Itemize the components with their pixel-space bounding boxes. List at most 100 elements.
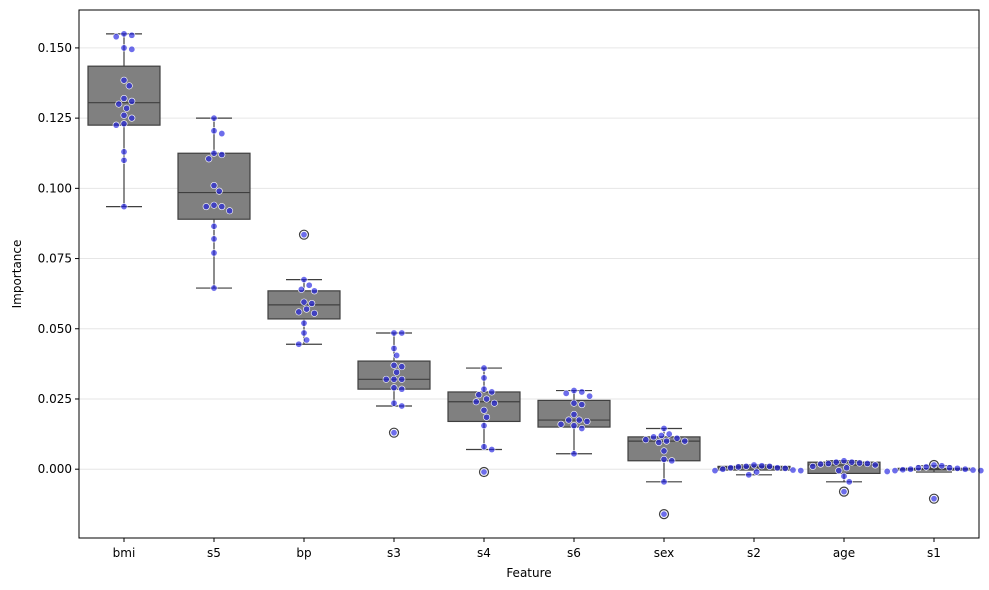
- data-point-sex: [660, 510, 668, 518]
- data-point-bp: [308, 299, 316, 307]
- x-tick-label-s2: s2: [747, 546, 761, 560]
- data-point-bmi: [120, 156, 128, 164]
- data-point-bmi: [128, 114, 136, 122]
- data-point-sex: [665, 430, 673, 438]
- outlier-marker: [928, 493, 940, 504]
- data-point-bmi: [120, 203, 128, 211]
- y-tick-label: 0.100: [38, 181, 72, 195]
- data-point-s4: [480, 364, 488, 372]
- data-point-s4: [483, 395, 491, 403]
- data-point-s1: [914, 464, 922, 472]
- data-point-bp: [310, 287, 318, 295]
- outlier-marker: [838, 486, 850, 497]
- data-point-age: [845, 478, 853, 486]
- data-point-bmi: [128, 45, 136, 53]
- box-bmi: [87, 33, 161, 208]
- data-point-s4: [472, 398, 480, 406]
- data-point-s1: [922, 463, 930, 471]
- data-point-s5: [210, 249, 218, 257]
- data-point-s6: [557, 420, 565, 428]
- data-point-age: [843, 464, 851, 472]
- data-point-s5: [205, 155, 213, 163]
- data-point-bmi: [128, 31, 136, 39]
- data-point-s1: [930, 495, 938, 503]
- y-tick-label: 0.075: [38, 252, 72, 266]
- data-point-s6: [570, 422, 578, 430]
- data-point-s1: [907, 465, 915, 473]
- data-point-sex: [650, 433, 658, 441]
- data-point-s5: [210, 235, 218, 243]
- data-point-age: [817, 460, 825, 468]
- data-point-s2: [758, 462, 766, 470]
- data-point-bmi: [120, 30, 128, 38]
- data-point-bmi: [125, 82, 133, 90]
- data-point-bp: [303, 305, 311, 313]
- data-point-s4: [480, 374, 488, 382]
- axes: 0.000 0.025 0.050 0.075 0.100 0.125 0.150 bmi s5…: [38, 41, 941, 560]
- data-point-s1: [961, 465, 969, 473]
- data-point-age: [840, 472, 848, 480]
- outlier-marker: [298, 229, 310, 240]
- outlier-marker: [478, 466, 490, 478]
- data-point-age: [863, 460, 871, 468]
- data-point-age: [832, 458, 840, 466]
- data-point-s5: [215, 187, 223, 195]
- data-point-s4: [488, 388, 496, 396]
- data-point-s4: [480, 443, 488, 451]
- y-tick-label: 0.050: [38, 322, 72, 336]
- data-point-sex: [660, 447, 668, 455]
- data-point-sex: [655, 439, 663, 447]
- y-axis-label: Importance: [10, 240, 24, 309]
- data-point-s4: [488, 446, 496, 454]
- box-plots: [87, 33, 971, 520]
- x-tick-label-bp: bp: [296, 546, 311, 560]
- x-tick-label-sex: sex: [654, 546, 675, 560]
- data-point-bmi: [112, 33, 120, 41]
- data-point-s5: [210, 222, 218, 230]
- data-point-sex: [642, 436, 650, 444]
- x-tick-label-s4: s4: [477, 546, 491, 560]
- data-point-s2: [789, 466, 797, 474]
- data-point-s3: [390, 399, 398, 407]
- data-point-age: [824, 460, 832, 468]
- data-point-s5: [226, 207, 234, 215]
- data-point-s3: [398, 385, 406, 393]
- data-point-s4: [480, 385, 488, 393]
- data-point-bp: [310, 309, 318, 317]
- x-tick-label-age: age: [833, 546, 855, 560]
- data-point-s1: [969, 466, 977, 474]
- x-axis-label: Feature: [506, 566, 551, 580]
- data-point-s3: [398, 329, 406, 337]
- data-point-bmi: [120, 120, 128, 128]
- data-point-s4: [480, 422, 488, 430]
- data-point-s3: [390, 375, 398, 383]
- y-tick-label: 0.000: [38, 462, 72, 476]
- data-point-s2: [742, 462, 750, 470]
- data-point-s5: [218, 203, 226, 211]
- data-point-s5: [210, 284, 218, 292]
- plot-frame: [78, 9, 980, 539]
- data-point-s2: [753, 468, 761, 476]
- data-point-bmi: [120, 44, 128, 52]
- data-point-s5: [210, 149, 218, 157]
- data-point-bmi: [115, 100, 123, 108]
- data-point-s6: [570, 410, 578, 418]
- data-point-bmi: [120, 76, 128, 84]
- data-point-s2: [773, 464, 781, 472]
- data-point-s4: [480, 406, 488, 414]
- data-point-bp: [300, 319, 308, 327]
- data-point-s4: [480, 468, 488, 476]
- data-point-s2: [719, 465, 727, 473]
- data-point-s1: [891, 467, 899, 475]
- data-point-age: [840, 488, 848, 496]
- data-point-s4: [483, 413, 491, 421]
- data-point-s6: [565, 416, 573, 424]
- data-point-sex: [660, 455, 668, 463]
- x-tick-label-s1: s1: [927, 546, 941, 560]
- data-point-age: [840, 457, 848, 465]
- data-point-s6: [578, 424, 586, 432]
- data-point-sex: [673, 434, 681, 442]
- data-point-age: [835, 467, 843, 475]
- y-tick-label: 0.025: [38, 392, 72, 406]
